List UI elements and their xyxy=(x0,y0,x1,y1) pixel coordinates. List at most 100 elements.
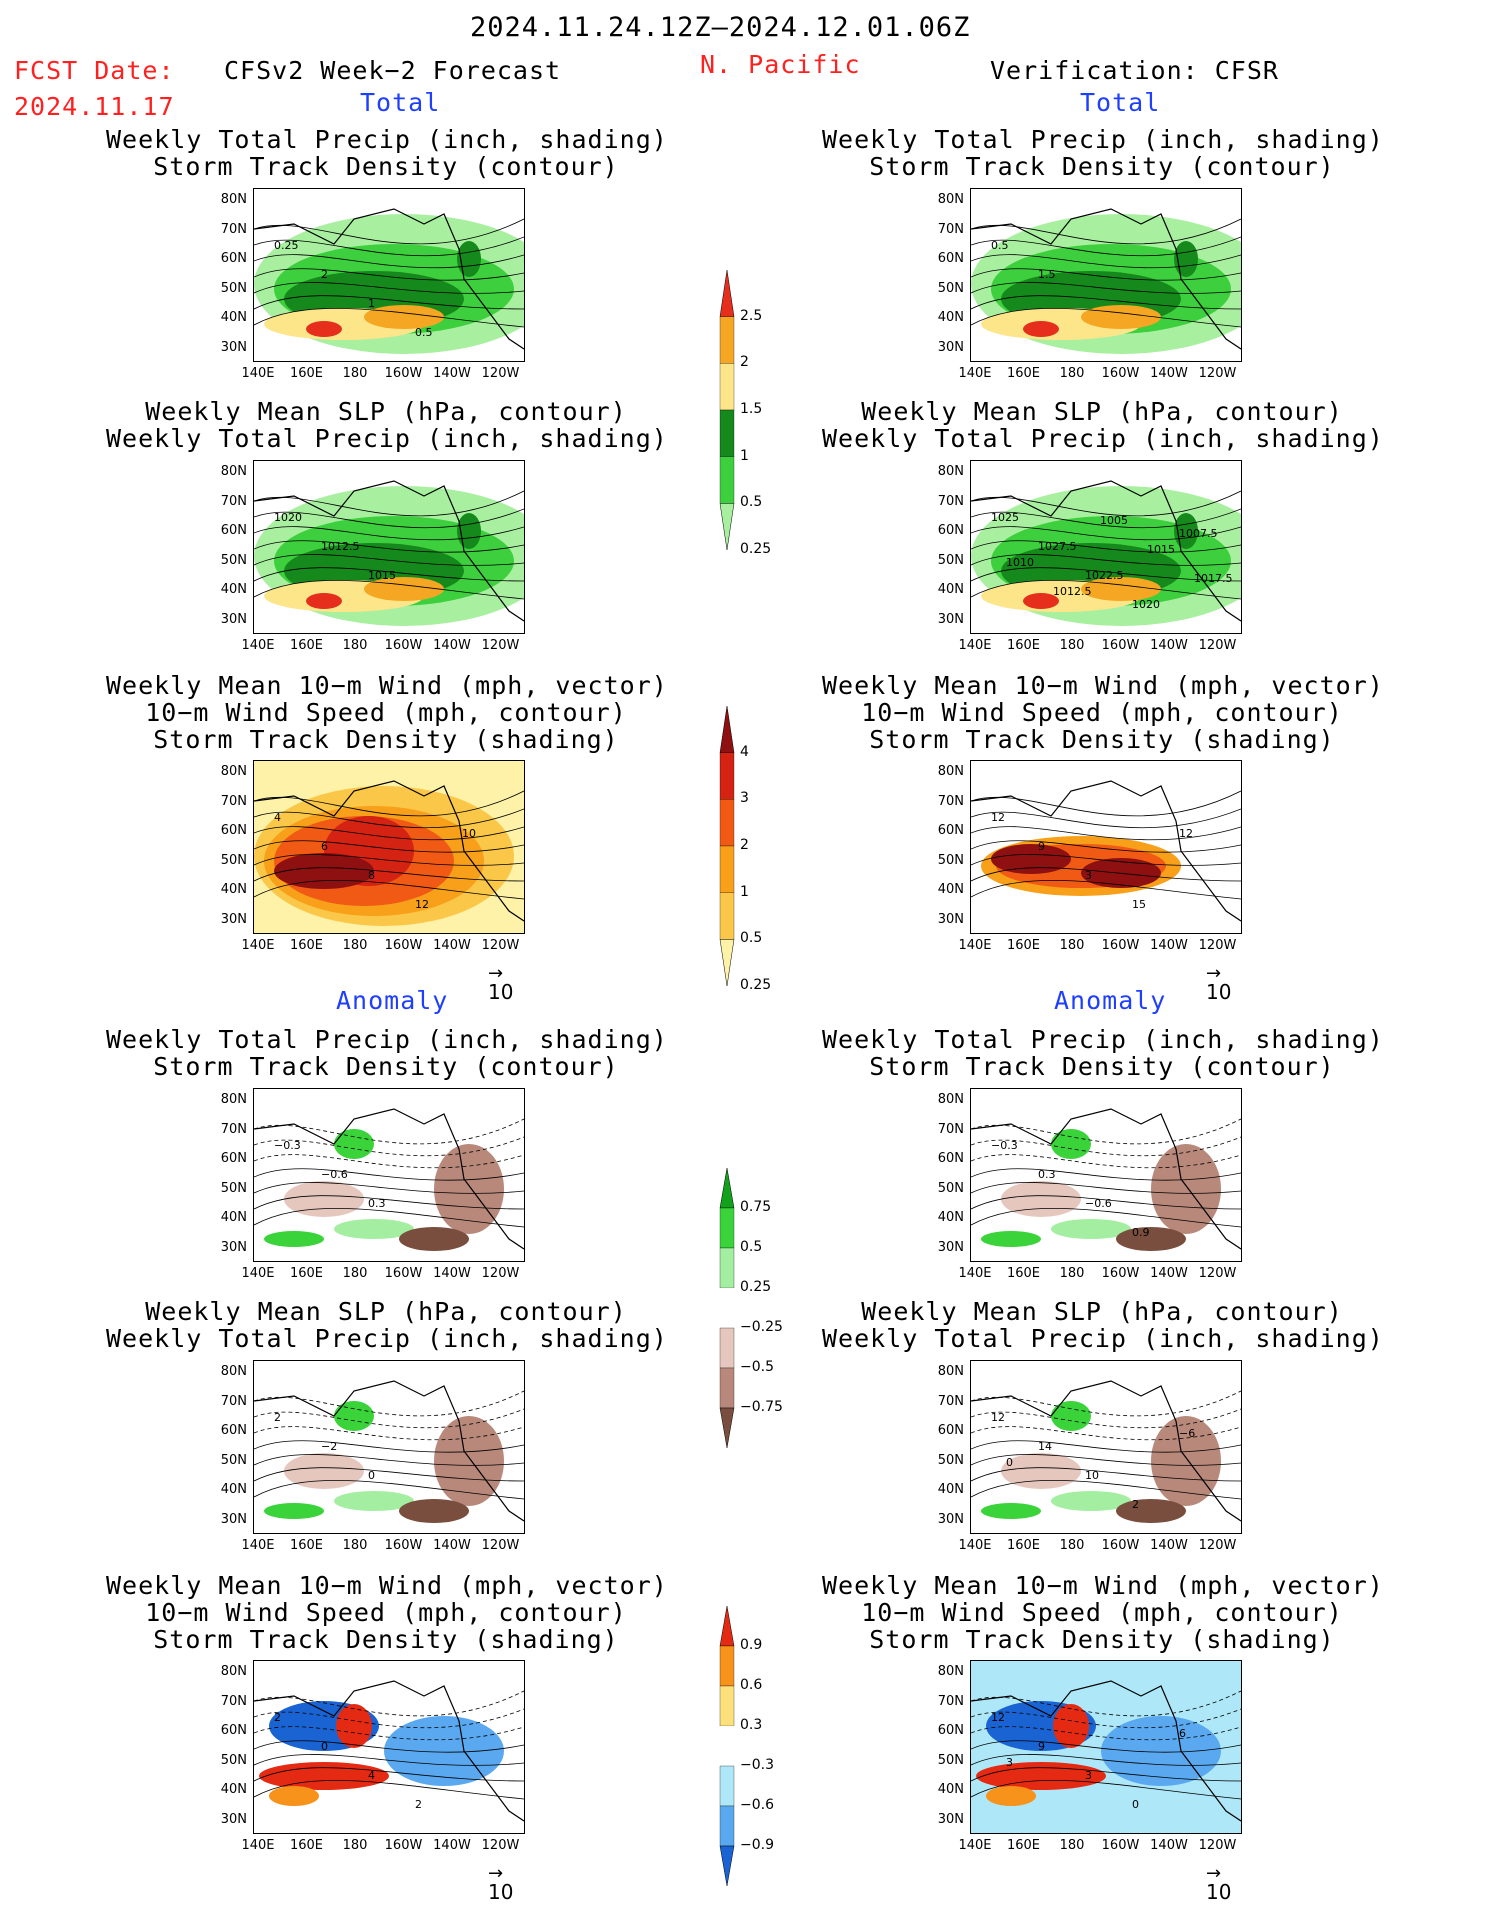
contour-line xyxy=(254,308,524,328)
contour-line xyxy=(971,1754,1241,1766)
storm-shading xyxy=(991,844,1071,874)
latitude-label: 30N xyxy=(220,339,247,355)
contour-line xyxy=(971,1440,1241,1453)
longitude-label: 160W xyxy=(384,366,423,381)
colorbar-label: −0.3 xyxy=(740,1757,774,1773)
contour-line xyxy=(254,1726,524,1741)
anomaly-shading xyxy=(1101,1716,1221,1786)
latitude-label: 80N xyxy=(220,1364,247,1379)
latitude-label: 80N xyxy=(220,1664,247,1679)
contour-label: −0.3 xyxy=(274,1139,301,1152)
latitude-label: 60N xyxy=(937,251,964,266)
contour-label: −2 xyxy=(321,1440,337,1453)
colorbar-label: 3 xyxy=(740,790,749,807)
contour-line xyxy=(971,1690,1241,1717)
colorbar-label: 0.9 xyxy=(740,1637,763,1653)
title-R5: Weekly Mean SLP (hPa, contour) Weekly To… xyxy=(822,1297,1384,1353)
colorbar-label: 1 xyxy=(740,447,749,464)
longitude-label: 180 xyxy=(1059,638,1085,653)
latitude-label: 40N xyxy=(937,582,964,597)
longitude-label: 140E xyxy=(958,938,992,953)
longitude-label: 160W xyxy=(384,938,423,953)
coastline xyxy=(971,208,1241,350)
contour-line xyxy=(254,1440,524,1453)
contour-line xyxy=(254,867,524,882)
left-total-heading: Total xyxy=(360,88,441,117)
contour-line xyxy=(254,268,524,281)
longitude-label: 180 xyxy=(342,1538,368,1553)
colorbar-label: −0.5 xyxy=(740,1359,774,1375)
colorbar-label: 1 xyxy=(740,883,749,900)
contour-line xyxy=(254,254,524,269)
contour-line xyxy=(254,1740,524,1753)
longitude-label: 120W xyxy=(481,1538,520,1553)
vector-ref-arrow: → xyxy=(488,1863,504,1884)
longitude-label: 160E xyxy=(1006,366,1041,381)
contour-label: 0.3 xyxy=(368,1197,386,1210)
colorbar-label: −0.9 xyxy=(740,1837,774,1853)
contour-label: 12 xyxy=(991,811,1005,824)
anomaly-shading xyxy=(269,1786,319,1806)
contour-line xyxy=(254,854,524,866)
colorbar-segment xyxy=(719,845,735,893)
contour-label: 3 xyxy=(1085,1769,1092,1782)
coastline xyxy=(971,1380,1241,1522)
colorbar-label: 0.75 xyxy=(740,1199,772,1215)
contour-line xyxy=(971,1208,1241,1228)
latitude-label: 40N xyxy=(220,1482,247,1497)
map-panel-R2: 1025 1027.5 1022.5 1020 1007.5 1010 1012.5 1005… xyxy=(970,460,1242,634)
contour-label: 1 xyxy=(368,297,375,310)
colorbar-label: 0.25 xyxy=(740,541,772,557)
anomaly-shading xyxy=(334,1401,374,1431)
longitude-label: 140W xyxy=(433,638,471,653)
map-panel-R3: 12 9 3 15 12 xyxy=(970,760,1242,934)
map-panel-L5: 2 −2 0 xyxy=(253,1360,525,1534)
contour-line xyxy=(254,1426,524,1441)
longitude-label: 140W xyxy=(1150,1538,1188,1553)
latitude-label: 80N xyxy=(937,1092,964,1107)
colorbar-segment xyxy=(719,1168,735,1209)
latitude-label: 50N xyxy=(937,1452,964,1468)
colorbar-segment xyxy=(719,752,735,800)
colorbar-label: 2.5 xyxy=(740,307,763,324)
longitude-label: 120W xyxy=(1198,638,1237,653)
longitude-label: 120W xyxy=(1198,366,1237,381)
longitude-label: 140E xyxy=(241,1838,275,1853)
latitude-label: 70N xyxy=(937,493,964,509)
latitude-label: 50N xyxy=(220,852,247,868)
precip-shading xyxy=(306,593,342,609)
longitude-label: 160E xyxy=(1006,938,1041,953)
anomaly-shading xyxy=(434,1416,504,1506)
contour-label: 14 xyxy=(1038,1440,1052,1453)
contour-label: 1022.5 xyxy=(1085,569,1124,582)
contour-line xyxy=(971,1426,1241,1441)
latitude-label: 40N xyxy=(220,310,247,325)
latitude-label: 70N xyxy=(220,1121,247,1137)
latitude-label: 80N xyxy=(220,764,247,779)
contour-line xyxy=(971,508,1241,529)
contour-line xyxy=(254,1118,524,1145)
right-column-title: Verification: CFSR xyxy=(990,56,1279,85)
precip-shading xyxy=(1174,241,1198,277)
latitude-label: 60N xyxy=(220,523,247,538)
colorbar-segment xyxy=(719,1805,735,1847)
vector-ref-value: 10 xyxy=(488,1880,514,1904)
longitude-label: 140E xyxy=(241,366,275,381)
latitude-label: 80N xyxy=(937,192,964,207)
precip-shading xyxy=(306,321,342,337)
vector-ref-L3: → 10 xyxy=(488,965,513,1005)
left-anomaly-heading: Anomaly xyxy=(336,986,449,1015)
colorbar-segment xyxy=(719,1327,735,1369)
contour-line xyxy=(254,1454,524,1466)
longitude-label: 160E xyxy=(289,1266,324,1281)
colorbar-label: 1.5 xyxy=(740,401,763,417)
contour-line xyxy=(254,1195,524,1210)
longitude-label: 140W xyxy=(1150,638,1188,653)
anomaly-shading xyxy=(986,1786,1036,1806)
contour-line xyxy=(254,554,524,566)
contour-line xyxy=(971,254,1241,269)
colorbar-segment xyxy=(719,316,735,364)
latitude-label: 50N xyxy=(220,280,247,296)
contour-line xyxy=(971,880,1241,900)
colorbar-segment xyxy=(719,706,735,753)
